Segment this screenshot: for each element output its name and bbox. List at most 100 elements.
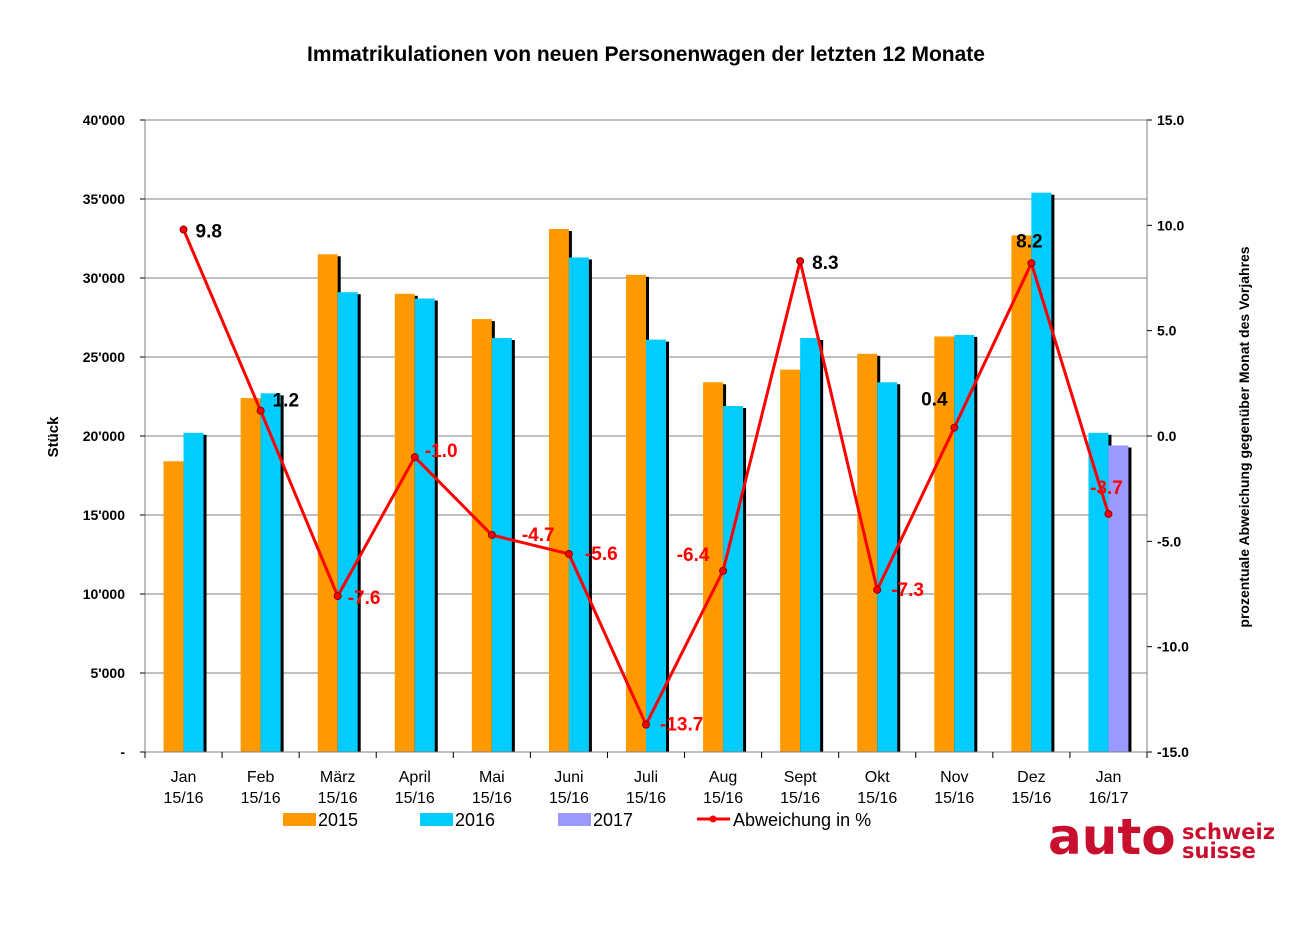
deviation-point [796, 257, 805, 266]
y-tick-label: 30'000 [83, 270, 125, 286]
logo-line1: schweiz [1182, 820, 1275, 844]
data-label: -13.7 [660, 715, 703, 736]
bar-2015 [317, 254, 338, 753]
y2-tick-label: -5.0 [1157, 533, 1181, 549]
x-tick-label: Jan [171, 769, 197, 786]
data-label: 9.8 [196, 222, 222, 243]
bar-2015 [163, 461, 184, 752]
bar-2016 [800, 338, 821, 752]
data-label: -4.7 [522, 525, 555, 546]
x-axis: Jan 15/16 Feb 15/16 März 15/16 April 15/16 Mai 15… [144, 752, 1148, 807]
legend-swatch [420, 813, 453, 826]
x-tick-label: Nov [940, 769, 968, 786]
y2-tick-label: -10.0 [1157, 639, 1189, 655]
deviation-point [410, 453, 419, 462]
x-tick-label-period: 16/17 [1088, 790, 1128, 807]
bar-2015 [1011, 235, 1032, 753]
y-tick-label: 5'000 [91, 665, 126, 681]
bar-2017 [1108, 445, 1129, 752]
x-tick-label: Sept [784, 769, 817, 786]
x-tick-label-period: 15/16 [318, 790, 358, 807]
y2-tick-label: 15.0 [1157, 112, 1184, 128]
x-tick-label: Dez [1017, 769, 1045, 786]
bars [163, 192, 1132, 753]
y-tick-label: 35'000 [83, 191, 125, 207]
bar-2015 [471, 319, 492, 752]
bar-2016 [646, 339, 666, 752]
bar-2016 [414, 298, 435, 752]
x-tick-label-period: 15/16 [164, 790, 204, 807]
x-tick-label: Mai [479, 769, 505, 786]
y-axis-right: -15.0 -10.0 -5.0 0.0 5.0 10.0 15.0 [1147, 112, 1189, 760]
bar-2016 [491, 338, 512, 752]
chart-title: Immatrikulationen von neuen Personenwage… [307, 43, 985, 66]
deviation-point [333, 592, 342, 601]
bar-2015 [240, 398, 261, 752]
bar-2016 [337, 292, 358, 752]
x-tick-label: April [399, 769, 431, 786]
data-label: -1.0 [425, 441, 458, 462]
data-label: -6.4 [677, 545, 710, 566]
x-tick-label: Okt [865, 769, 890, 786]
deviation-point [1027, 259, 1036, 268]
data-label: -3.7 [1090, 478, 1123, 499]
deviation-point [564, 549, 573, 558]
data-label: -7.3 [891, 580, 924, 601]
x-tick-label-period: 15/16 [395, 790, 435, 807]
y2-tick-label: 0.0 [1157, 428, 1177, 444]
y-tick-label: - [120, 744, 125, 760]
legend-label: 2015 [318, 810, 358, 830]
bar-2015 [703, 382, 724, 752]
bar-2016 [1088, 432, 1109, 752]
deviation-point [1104, 509, 1113, 518]
bar-2016 [568, 257, 589, 752]
x-tick-label: März [320, 769, 356, 786]
logo-line2: suisse [1182, 839, 1256, 863]
y-tick-label: 20'000 [83, 428, 125, 444]
data-label: -5.6 [585, 544, 618, 565]
bar-2015 [626, 274, 646, 752]
deviation-point [256, 406, 265, 415]
legend-swatch [558, 813, 591, 826]
deviation-line [179, 225, 1113, 729]
x-tick-label: Feb [247, 769, 275, 786]
bar-2016 [954, 334, 975, 752]
deviation-point [873, 585, 882, 594]
legend-label: 2016 [455, 810, 495, 830]
data-label: 1.2 [273, 391, 299, 412]
data-labels: 9.8 1.2 -7.6 -1.0 -4.7 -5.6 -13.7 -6.4 8.3 -7.3 0.… [196, 222, 1123, 736]
data-label: -7.6 [348, 588, 381, 609]
x-tick-label: Juli [634, 769, 658, 786]
x-tick-label: Juni [554, 769, 583, 786]
autoschweiz-logo: auto schweiz suisse [1048, 808, 1278, 868]
bar-2015 [780, 369, 801, 752]
bar-2015 [548, 229, 569, 752]
data-label: 8.2 [1016, 231, 1042, 252]
legend-marker [709, 815, 717, 823]
data-label: 0.4 [921, 390, 948, 411]
y2-axis-title: prozentuale Abweichung gegenüber Monat d… [1236, 246, 1252, 627]
legend-label: 2017 [593, 810, 633, 830]
x-tick-label-period: 15/16 [241, 790, 281, 807]
legend-swatch [283, 813, 316, 826]
y-tick-label: 40'000 [83, 112, 125, 128]
legend-label: Abweichung in % [733, 810, 871, 830]
x-tick-label-period: 15/16 [780, 790, 820, 807]
x-tick-label: Jan [1096, 769, 1122, 786]
x-tick-label-period: 15/16 [1011, 790, 1051, 807]
data-label: 8.3 [812, 253, 838, 274]
y-tick-label: 15'000 [83, 507, 125, 523]
y-axis-title: Stück [45, 416, 62, 458]
bar-2016 [1031, 192, 1052, 752]
x-tick-label-period: 15/16 [857, 790, 897, 807]
legend: 2015 2016 2017 Abweichung in % [283, 810, 871, 830]
deviation-point [487, 531, 496, 540]
y2-tick-label: 10.0 [1157, 217, 1184, 233]
bar-2016 [183, 432, 204, 752]
x-tick-label-period: 15/16 [934, 790, 974, 807]
x-tick-label-period: 15/16 [626, 790, 666, 807]
bar-2016 [723, 405, 744, 752]
deviation-point [719, 566, 728, 575]
deviation-point [950, 423, 959, 432]
